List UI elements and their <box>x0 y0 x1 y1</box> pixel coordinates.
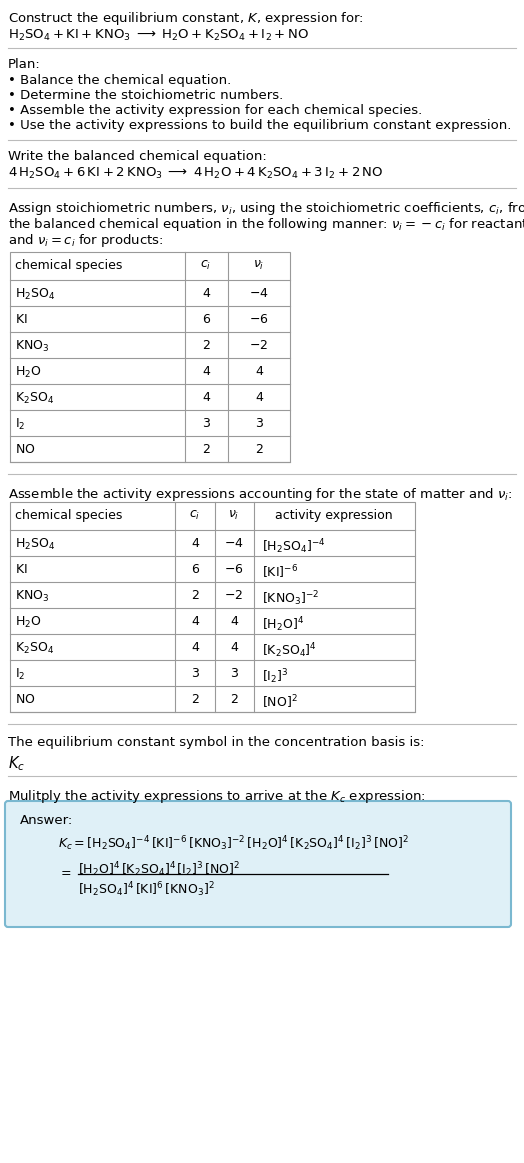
Text: • Use the activity expressions to build the equilibrium constant expression.: • Use the activity expressions to build … <box>8 119 511 131</box>
Text: 6: 6 <box>191 563 199 576</box>
Text: $[\mathrm{H_2O}]^{4}$: $[\mathrm{H_2O}]^{4}$ <box>262 615 304 634</box>
Text: $K_c = [\mathrm{H_2SO_4}]^{-4}\,[\mathrm{KI}]^{-6}\,[\mathrm{KNO_3}]^{-2}\,[\mat: $K_c = [\mathrm{H_2SO_4}]^{-4}\,[\mathrm… <box>58 834 409 852</box>
Text: 2: 2 <box>230 693 238 706</box>
Text: 4: 4 <box>191 537 199 550</box>
Text: 2: 2 <box>191 693 199 706</box>
Bar <box>10 502 415 712</box>
Text: $c_i$: $c_i$ <box>200 259 212 272</box>
Text: chemical species: chemical species <box>15 259 123 272</box>
Text: $[\mathrm{H_2O}]^{4}\,[\mathrm{K_2SO_4}]^{4}\,[\mathrm{I_2}]^{3}\,[\mathrm{NO}]^: $[\mathrm{H_2O}]^{4}\,[\mathrm{K_2SO_4}]… <box>78 859 240 879</box>
Text: 4: 4 <box>191 615 199 628</box>
Bar <box>10 252 290 462</box>
Text: Assign stoichiometric numbers, $\nu_i$, using the stoichiometric coefficients, $: Assign stoichiometric numbers, $\nu_i$, … <box>8 200 524 217</box>
Text: 2: 2 <box>202 338 210 352</box>
Text: Answer:: Answer: <box>20 814 73 827</box>
Text: $-6$: $-6$ <box>224 563 244 576</box>
Text: • Assemble the activity expression for each chemical species.: • Assemble the activity expression for e… <box>8 104 422 117</box>
Text: 4: 4 <box>202 391 210 404</box>
Text: $[\mathrm{I_2}]^{3}$: $[\mathrm{I_2}]^{3}$ <box>262 668 289 686</box>
Text: $\mathrm{KNO_3}$: $\mathrm{KNO_3}$ <box>15 338 49 354</box>
Text: $\mathrm{I_2}$: $\mathrm{I_2}$ <box>15 668 26 683</box>
Text: $4\,\mathrm{H_2SO_4} + 6\,\mathrm{KI} + 2\,\mathrm{KNO_3} \;\longrightarrow\; 4\: $4\,\mathrm{H_2SO_4} + 6\,\mathrm{KI} + … <box>8 166 383 181</box>
Text: $-4$: $-4$ <box>249 287 269 300</box>
Text: $=$: $=$ <box>58 865 72 878</box>
Text: $\mathrm{NO}$: $\mathrm{NO}$ <box>15 443 36 456</box>
Text: Construct the equilibrium constant, $K$, expression for:: Construct the equilibrium constant, $K$,… <box>8 10 364 27</box>
Text: $-6$: $-6$ <box>249 313 269 326</box>
Text: $\mathrm{KI}$: $\mathrm{KI}$ <box>15 563 28 576</box>
Text: $[\mathrm{K_2SO_4}]^{4}$: $[\mathrm{K_2SO_4}]^{4}$ <box>262 641 317 659</box>
Text: 2: 2 <box>255 443 263 456</box>
Text: $\mathrm{KI}$: $\mathrm{KI}$ <box>15 313 28 326</box>
Text: 3: 3 <box>230 668 238 680</box>
Text: $\mathrm{K_2SO_4}$: $\mathrm{K_2SO_4}$ <box>15 641 54 656</box>
Text: 4: 4 <box>230 641 238 654</box>
Text: $\mathrm{NO}$: $\mathrm{NO}$ <box>15 693 36 706</box>
Text: $[\mathrm{H_2SO_4}]^{-4}$: $[\mathrm{H_2SO_4}]^{-4}$ <box>262 537 325 556</box>
Text: $\mathrm{H_2SO_4}$: $\mathrm{H_2SO_4}$ <box>15 287 56 302</box>
Text: $\nu_i$: $\nu_i$ <box>253 259 265 272</box>
Text: $[\mathrm{KNO_3}]^{-2}$: $[\mathrm{KNO_3}]^{-2}$ <box>262 588 319 608</box>
Text: 4: 4 <box>255 391 263 404</box>
Text: The equilibrium constant symbol in the concentration basis is:: The equilibrium constant symbol in the c… <box>8 736 424 749</box>
Text: Plan:: Plan: <box>8 58 41 71</box>
Text: 2: 2 <box>202 443 210 456</box>
Text: $\mathrm{I_2}$: $\mathrm{I_2}$ <box>15 418 26 433</box>
Text: 3: 3 <box>191 668 199 680</box>
FancyBboxPatch shape <box>5 801 511 927</box>
Text: $\mathrm{H_2SO_4}$: $\mathrm{H_2SO_4}$ <box>15 537 56 552</box>
Text: 2: 2 <box>191 588 199 602</box>
Text: • Balance the chemical equation.: • Balance the chemical equation. <box>8 74 231 87</box>
Text: $c_i$: $c_i$ <box>189 509 201 522</box>
Text: 4: 4 <box>191 641 199 654</box>
Text: $[\mathrm{H_2SO_4}]^{4}\,[\mathrm{KI}]^{6}\,[\mathrm{KNO_3}]^{2}$: $[\mathrm{H_2SO_4}]^{4}\,[\mathrm{KI}]^{… <box>78 880 215 899</box>
Text: $-2$: $-2$ <box>224 588 244 602</box>
Text: 4: 4 <box>255 365 263 378</box>
Text: activity expression: activity expression <box>275 509 393 522</box>
Text: $\nu_i$: $\nu_i$ <box>228 509 239 522</box>
Text: $[\mathrm{KI}]^{-6}$: $[\mathrm{KI}]^{-6}$ <box>262 563 298 580</box>
Text: 4: 4 <box>202 365 210 378</box>
Text: $\mathrm{K_2SO_4}$: $\mathrm{K_2SO_4}$ <box>15 391 54 406</box>
Text: 6: 6 <box>202 313 210 326</box>
Text: 3: 3 <box>255 418 263 430</box>
Text: $\mathrm{H_2O}$: $\mathrm{H_2O}$ <box>15 365 41 380</box>
Text: and $\nu_i = c_i$ for products:: and $\nu_i = c_i$ for products: <box>8 231 163 249</box>
Text: $\mathrm{H_2SO_4 + KI + KNO_3} \;\longrightarrow\; \mathrm{H_2O + K_2SO_4 + I_2 : $\mathrm{H_2SO_4 + KI + KNO_3} \;\longri… <box>8 28 309 43</box>
Text: $\mathrm{KNO_3}$: $\mathrm{KNO_3}$ <box>15 588 49 604</box>
Text: $\mathrm{H_2O}$: $\mathrm{H_2O}$ <box>15 615 41 630</box>
Text: 4: 4 <box>230 615 238 628</box>
Text: $K_c$: $K_c$ <box>8 754 25 772</box>
Text: Assemble the activity expressions accounting for the state of matter and $\nu_i$: Assemble the activity expressions accoun… <box>8 486 512 504</box>
Text: • Determine the stoichiometric numbers.: • Determine the stoichiometric numbers. <box>8 90 283 102</box>
Text: the balanced chemical equation in the following manner: $\nu_i = -c_i$ for react: the balanced chemical equation in the fo… <box>8 216 524 233</box>
Text: $[\mathrm{NO}]^{2}$: $[\mathrm{NO}]^{2}$ <box>262 693 298 711</box>
Text: Mulitply the activity expressions to arrive at the $K_c$ expression:: Mulitply the activity expressions to arr… <box>8 789 426 805</box>
Text: chemical species: chemical species <box>15 509 123 522</box>
Text: $-2$: $-2$ <box>249 338 268 352</box>
Text: 3: 3 <box>202 418 210 430</box>
Text: Write the balanced chemical equation:: Write the balanced chemical equation: <box>8 150 267 163</box>
Text: 4: 4 <box>202 287 210 300</box>
Text: $-4$: $-4$ <box>224 537 244 550</box>
